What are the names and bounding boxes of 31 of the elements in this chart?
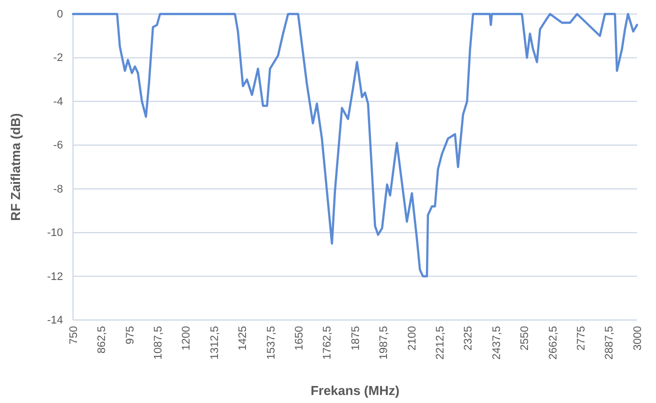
- x-tick-label: 1650: [293, 326, 306, 350]
- x-tick-label: 1200: [180, 326, 193, 350]
- x-tick-label: 2550: [519, 326, 532, 350]
- y-tick-label: -8: [53, 183, 63, 196]
- x-tick-label: 1425: [237, 326, 250, 350]
- x-tick-label: 862,5: [96, 326, 108, 354]
- y-tick-label: -4: [53, 96, 63, 108]
- y-tick-label: -2: [53, 52, 63, 64]
- x-tick-label: 1537,5: [265, 326, 278, 360]
- x-tick-label: 2437,5: [490, 326, 503, 360]
- x-tick-label: 2775: [575, 326, 588, 350]
- x-tick-label: 1312,5: [208, 326, 221, 360]
- x-tick-label: 1087,5: [152, 326, 164, 360]
- x-tick-label: 1987,5: [378, 326, 390, 360]
- x-tick-label: 1875: [350, 326, 362, 350]
- x-tick-label: 2212,5: [434, 326, 446, 360]
- y-tick-label: -14: [47, 314, 63, 327]
- y-axis-title: RF Zaiflatma (dB): [8, 113, 23, 221]
- x-tick-label: 2887,5: [604, 326, 616, 360]
- y-tick-label: -10: [47, 227, 63, 240]
- y-tick-label: -12: [47, 270, 63, 283]
- x-tick-label: 2100: [406, 326, 418, 350]
- x-tick-label: 975: [124, 326, 136, 344]
- x-axis-title: Frekans (MHz): [310, 383, 400, 398]
- x-tick-label: 1762,5: [322, 326, 334, 360]
- x-tick-label: 2662,5: [547, 326, 560, 360]
- x-tick-label: 2325: [462, 326, 475, 350]
- x-tick-label: 750: [68, 326, 80, 344]
- x-tick-label: 3000: [632, 326, 644, 350]
- y-tick-label: 0: [56, 8, 63, 21]
- y-tick-label: -6: [53, 140, 63, 152]
